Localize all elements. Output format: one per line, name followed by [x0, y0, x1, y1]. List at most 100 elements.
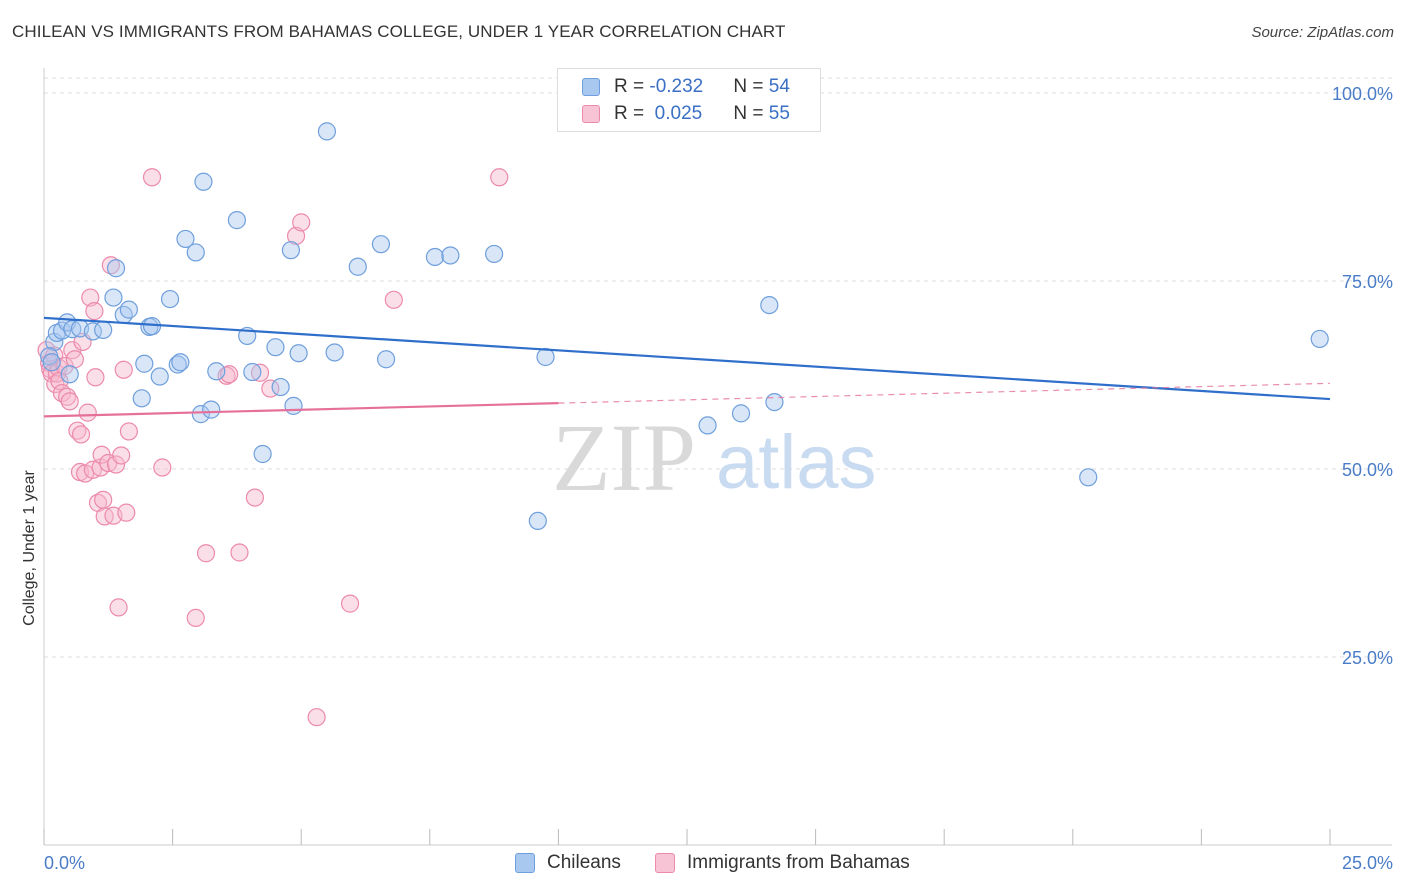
bahamas-point	[117, 503, 136, 522]
bahamas-point	[60, 392, 79, 411]
bahamas-point	[81, 288, 100, 307]
chilean-point	[271, 377, 290, 397]
legend-r-value: 0.025	[649, 103, 703, 124]
chilean-point	[150, 367, 169, 386]
chilean-point	[765, 392, 784, 412]
source-label: Source: ZipAtlas.com	[1251, 24, 1394, 41]
chilean-point	[207, 362, 226, 381]
chilean-point	[536, 347, 555, 367]
chilean-point	[325, 343, 344, 362]
bahamas-point	[119, 422, 138, 441]
legend-item-bahamas[interactable]: Immigrants from Bahamas	[655, 852, 910, 874]
stats-legend: R = -0.232 N = 54 R = 0.025 N = 55	[557, 68, 821, 132]
trend-line-bahamas-extension	[558, 382, 1331, 404]
y-axis-label: College, Under 1 year	[21, 470, 38, 626]
chilean-point	[176, 229, 195, 249]
chilean-point	[348, 257, 367, 276]
trend-line-bahamas	[43, 402, 559, 418]
series-legend: Chileans Immigrants from Bahamas	[0, 852, 1406, 878]
chilean-point	[485, 244, 504, 264]
chilean-point	[171, 353, 190, 372]
bahamas-point	[286, 226, 306, 246]
chilean-point	[60, 365, 79, 384]
watermark-zip: ZIP	[552, 404, 696, 511]
chilean-point	[194, 172, 213, 191]
bahamas-point	[186, 608, 205, 628]
chilean-point	[698, 416, 717, 435]
chilean-point	[135, 354, 154, 373]
chilean-point	[1310, 329, 1329, 349]
series-chileans-points	[40, 122, 1329, 531]
chilean-point	[425, 247, 445, 267]
bahamas-point	[490, 168, 509, 187]
bahamas-point	[101, 256, 120, 275]
bahamas-point	[71, 425, 91, 444]
chilean-point	[441, 246, 460, 265]
y-tick-label: 25.0%	[1342, 648, 1393, 668]
bahamas-point	[86, 368, 105, 387]
x-tick-label: 0.0%	[44, 853, 85, 873]
bahamas-point	[230, 543, 249, 562]
chilean-point	[253, 444, 272, 464]
chilean-point	[191, 405, 210, 424]
legend-r-value: -0.232	[649, 76, 704, 97]
chilean-point	[186, 243, 205, 262]
legend-r-label: R =	[614, 76, 650, 97]
bahamas-point	[94, 490, 113, 509]
legend-r-label: R =	[614, 103, 650, 124]
bahamas-point	[307, 708, 326, 727]
bahamas-point	[384, 290, 403, 309]
y-tick-label: 75.0%	[1342, 272, 1393, 292]
bahamas-point	[250, 363, 270, 382]
chilean-point	[284, 396, 303, 415]
chilean-point	[104, 288, 123, 307]
legend-n-value: 55	[768, 103, 790, 124]
x-tick-label: 25.0%	[1342, 853, 1393, 873]
legend-label-chileans: Chileans	[547, 852, 621, 873]
chilean-point	[106, 259, 126, 278]
legend-swatch-blue	[582, 78, 600, 96]
bahamas-point	[245, 488, 265, 507]
legend-label-bahamas: Immigrants from Bahamas	[687, 852, 910, 873]
watermark-atlas: atlas	[716, 420, 877, 505]
legend-swatch-chileans	[515, 853, 535, 873]
chilean-point	[160, 289, 180, 309]
chilean-point	[371, 235, 391, 254]
chilean-point	[317, 122, 337, 141]
chart-title: CHILEAN VS IMMIGRANTS FROM BAHAMAS COLLE…	[12, 22, 786, 41]
bahamas-point	[196, 544, 216, 563]
trend-line-chileans	[43, 316, 1331, 401]
chilean-point	[1079, 468, 1098, 487]
bahamas-point	[142, 168, 162, 187]
bahamas-point	[109, 598, 128, 617]
legend-row-bahamas: R = 0.025 N = 55	[582, 103, 790, 125]
bahamas-point	[292, 213, 311, 232]
bahamas-point	[153, 458, 172, 477]
axes	[43, 68, 1392, 846]
y-tick-label: 50.0%	[1342, 460, 1393, 480]
chilean-point	[168, 355, 187, 374]
legend-item-chileans[interactable]: Chileans	[515, 852, 621, 874]
trend-lines	[43, 316, 1331, 418]
legend-n-value: 54	[768, 76, 790, 97]
chilean-point	[94, 320, 113, 340]
chilean-point	[119, 300, 138, 319]
legend-row-chileans: R = -0.232 N = 54	[582, 76, 790, 98]
series-bahamas-points	[37, 168, 509, 727]
legend-swatch-bahamas	[655, 853, 675, 873]
bahamas-point	[114, 360, 133, 379]
chilean-point	[376, 350, 396, 369]
chilean-point	[132, 389, 151, 408]
y-tick-label: 100.0%	[1332, 84, 1393, 104]
bahamas-point	[85, 302, 104, 321]
chilean-point	[528, 511, 547, 531]
bahamas-point	[78, 403, 97, 422]
tick-labels: 100.0% 75.0% 50.0% 25.0% 0.0% 25.0%	[44, 84, 1393, 873]
bahamas-point	[65, 350, 84, 369]
chilean-point	[243, 362, 262, 382]
legend-n-label: N =	[733, 103, 769, 124]
bahamas-point	[112, 446, 131, 465]
chilean-point	[42, 353, 61, 372]
legend-n-label: N =	[733, 76, 769, 97]
chilean-point	[289, 344, 308, 363]
